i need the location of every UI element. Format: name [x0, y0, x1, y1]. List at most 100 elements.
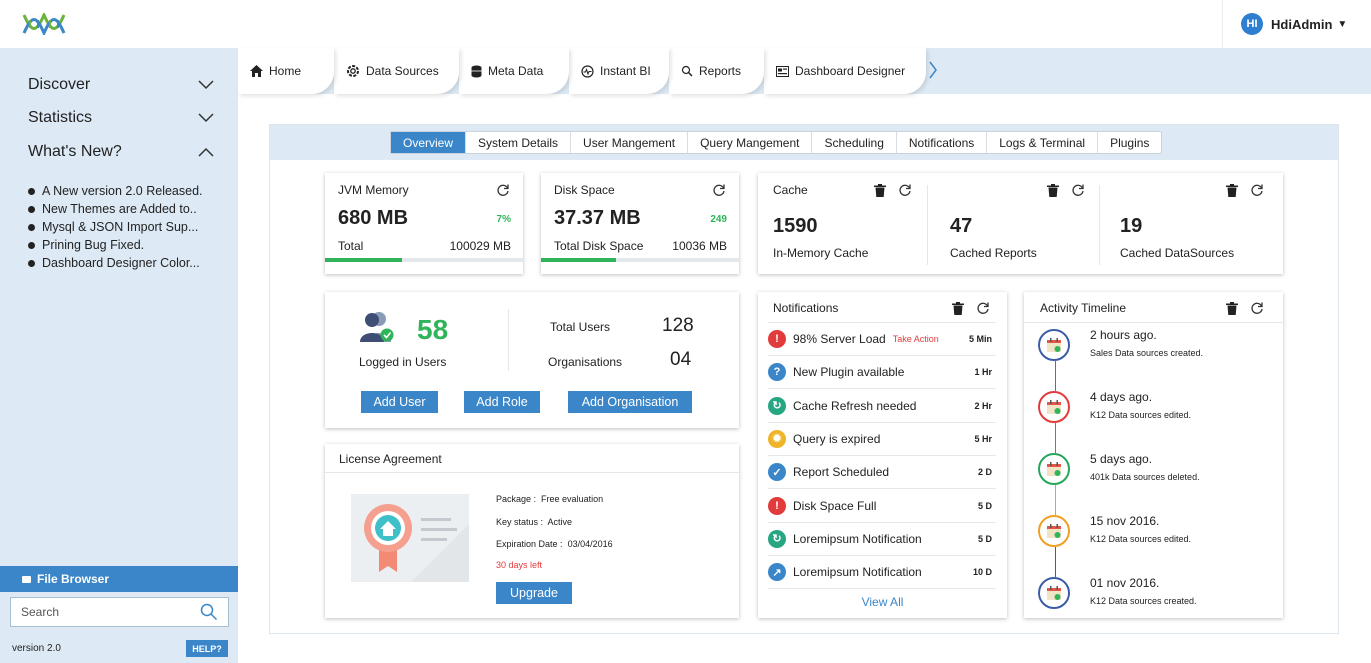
notification-text: Loremipsum Notification [793, 531, 922, 546]
subtab-overview[interactable]: Overview [391, 132, 467, 153]
trash-icon[interactable] [1047, 184, 1059, 197]
news-list: A New version 2.0 Released. New Themes a… [28, 182, 203, 272]
refresh-icon[interactable] [976, 301, 990, 315]
user-menu[interactable]: HI HdiAdmin ▼ [1222, 0, 1371, 48]
trash-icon[interactable] [1226, 302, 1238, 315]
cache-label: In-Memory Cache [773, 246, 869, 260]
subtab-query-management[interactable]: Query Mangement [688, 132, 813, 153]
subtab-notifications[interactable]: Notifications [897, 132, 988, 153]
expiration-row: Expiration Date : 03/04/2016 [496, 539, 613, 549]
refresh-icon: ↻ [768, 529, 786, 548]
trash-icon[interactable] [1226, 184, 1238, 197]
bullet-icon [28, 259, 35, 267]
calendar-icon [1047, 462, 1061, 476]
file-browser-button[interactable]: File Browser [0, 566, 238, 592]
nav-tab-dashboard-designer[interactable]: Dashboard Designer [764, 48, 926, 94]
nav-scroll-right[interactable] [928, 61, 938, 84]
add-organisation-button[interactable]: Add Organisation [568, 391, 692, 413]
chevron-right-icon [929, 61, 937, 79]
refresh-icon[interactable] [1071, 183, 1085, 197]
notification-time: 2 D [977, 467, 992, 478]
notification-item[interactable]: ? New Plugin available 1 Hr [768, 356, 996, 390]
key-status-label: Key status : [496, 517, 544, 527]
nav-tab-label: Data Sources [366, 64, 439, 78]
certificate-icon [351, 494, 469, 582]
timeline-time: 2 hours ago. [1090, 328, 1157, 342]
news-item[interactable]: Dashboard Designer Color... [28, 254, 203, 272]
refresh-icon[interactable] [712, 183, 726, 197]
user-name: HdiAdmin [1271, 16, 1333, 32]
total-users-count: 128 [662, 315, 694, 336]
nav-tab-home[interactable]: Home [238, 48, 334, 94]
notification-text: Report Scheduled [793, 465, 890, 480]
search-icon[interactable] [200, 603, 218, 621]
dna-logo-icon[interactable] [22, 13, 66, 35]
notification-time: 5 Min [968, 334, 992, 344]
subtab-user-management[interactable]: User Mangement [571, 132, 689, 153]
notification-time: 10 D [972, 567, 992, 578]
jvm-usage-track [325, 258, 523, 262]
trash-icon[interactable] [874, 184, 886, 197]
subtabs: Overview System Details User Mangement Q… [390, 131, 1163, 154]
cache-value: 1590 [773, 215, 818, 237]
expiration-label: Expiration Date : [496, 539, 563, 549]
card-title: Notifications [773, 301, 839, 315]
upgrade-button[interactable]: Upgrade [496, 582, 572, 604]
trash-icon[interactable] [952, 302, 964, 315]
search-input[interactable]: Search [10, 597, 229, 627]
refresh-icon[interactable] [898, 183, 912, 197]
view-all-link[interactable]: View All [861, 595, 904, 609]
nav-tab-meta-data[interactable]: Meta Data [459, 48, 569, 94]
logged-in-label: Logged in Users [359, 355, 447, 369]
cache-value: 19 [1120, 215, 1143, 237]
notification-item[interactable]: ! 98% Server Load Take Action 5 Min [768, 323, 996, 356]
divider [1099, 185, 1100, 265]
bullet-icon [28, 187, 35, 195]
cache-label: Cached Reports [950, 246, 1037, 260]
jvm-usage-bar [325, 258, 403, 262]
refresh-icon[interactable] [1250, 301, 1264, 315]
package-label: Package : [496, 494, 537, 504]
export-icon: ↗ [768, 563, 786, 582]
subtab-plugins[interactable]: Plugins [1110, 135, 1150, 150]
folder-icon [22, 575, 31, 583]
pulse-icon [581, 64, 594, 78]
subtab-scheduling[interactable]: Scheduling [812, 132, 897, 153]
file-browser-label: File Browser [37, 572, 110, 586]
notification-item[interactable]: ↻ Cache Refresh needed 2 Hr [768, 390, 996, 423]
nav-tab-instant-bi[interactable]: Instant BI [569, 48, 669, 94]
refresh-icon[interactable] [1250, 183, 1264, 197]
nav-tab-reports[interactable]: Reports [669, 48, 764, 94]
sidebar-section-label: Discover [28, 76, 91, 93]
help-button[interactable]: HELP? [186, 640, 228, 657]
add-role-button[interactable]: Add Role [464, 391, 540, 413]
notification-item[interactable]: ✓ Report Scheduled 2 D [768, 456, 996, 490]
divider [768, 322, 996, 323]
timeline-description: K12 Data sources edited. [1090, 534, 1192, 544]
nav-tab-data-sources[interactable]: Data Sources [334, 48, 459, 94]
notification-item[interactable]: ↻ Loremipsum Notification 5 D [768, 523, 996, 556]
sidebar-section-statistics[interactable]: Statistics [28, 109, 214, 127]
news-item[interactable]: New Themes are Added to.. [28, 200, 203, 218]
timeline-description: Sales Data sources created. [1090, 348, 1204, 358]
package-value: Free evaluation [541, 494, 604, 504]
sidebar-section-whats-new[interactable]: What's New? [28, 143, 214, 161]
sidebar-section-discover[interactable]: Discover [28, 76, 214, 94]
refresh-icon[interactable] [496, 183, 510, 197]
take-action-link[interactable]: Take Action [892, 334, 939, 344]
news-item[interactable]: A New version 2.0 Released. [28, 182, 203, 200]
subtab-system-details[interactable]: System Details [466, 132, 572, 153]
disk-value: 37.37 MB [554, 207, 641, 229]
news-item[interactable]: Prining Bug Fixed. [28, 236, 203, 254]
jvm-percent: 7% [496, 214, 511, 225]
notification-item[interactable]: ✹ Query is expired 5 Hr [768, 423, 996, 456]
version-label: version 2.0 [12, 643, 61, 654]
divider [508, 309, 509, 371]
timeline-connector [1055, 485, 1056, 515]
notification-item[interactable]: ↗ Loremipsum Notification 10 D [768, 556, 996, 590]
add-user-button[interactable]: Add User [361, 391, 438, 413]
news-text: Dashboard Designer Color... [42, 256, 200, 270]
subtab-logs-terminal[interactable]: Logs & Terminal [987, 132, 1099, 153]
news-item[interactable]: Mysql & JSON Import Sup... [28, 218, 203, 236]
notification-item[interactable]: ! Disk Space Full 5 D [768, 490, 996, 523]
